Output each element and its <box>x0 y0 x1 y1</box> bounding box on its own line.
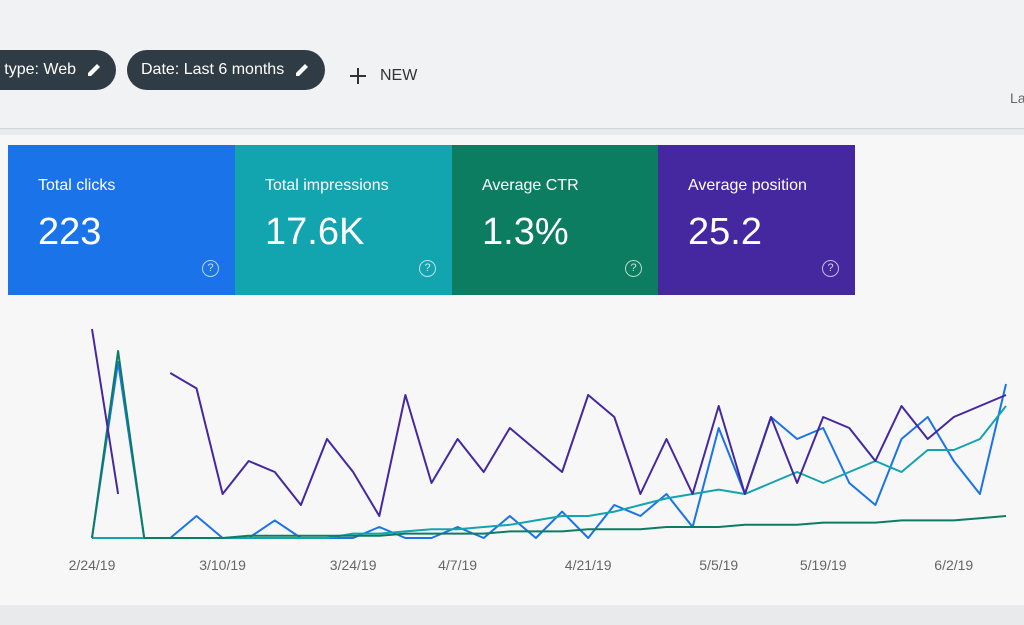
help-icon: ? <box>625 260 642 277</box>
metric-label: Total clicks <box>38 177 116 194</box>
help-icon: ? <box>202 260 219 277</box>
filter-chip[interactable]: Date: Last 6 months <box>127 50 325 90</box>
plus-icon <box>350 68 366 84</box>
new-label: NEW <box>380 67 418 84</box>
metric-card[interactable]: Total clicks 223? <box>8 145 235 295</box>
metric-label: Average position <box>688 177 807 194</box>
help-icon: ? <box>822 260 839 277</box>
x-tick-label: 4/21/19 <box>565 557 612 573</box>
metric-value: 25.2 <box>688 211 762 253</box>
x-tick-label: 4/7/19 <box>438 557 477 573</box>
new-button[interactable]: NEW <box>348 66 417 86</box>
corner-text: La <box>1010 90 1024 106</box>
filter-chip[interactable]: type: Web <box>0 50 116 90</box>
series-line <box>91 361 1007 539</box>
metric-label: Total impressions <box>265 177 389 194</box>
help-icon: ? <box>419 260 436 277</box>
x-tick-label: 5/19/19 <box>800 557 847 573</box>
metric-card[interactable]: Total impressions 17.6K? <box>235 145 452 295</box>
x-tick-label: 3/10/19 <box>199 557 246 573</box>
metric-value: 223 <box>38 211 102 253</box>
metric-label: Average CTR <box>482 177 579 194</box>
metric-value: 17.6K <box>265 211 365 253</box>
metric-card[interactable]: Average CTR 1.3%? <box>452 145 658 295</box>
x-tick-label: 3/24/19 <box>330 557 377 573</box>
toolbar: type: Web Date: Last 6 months NEW La <box>0 0 1024 129</box>
x-tick-label: 5/5/19 <box>699 557 738 573</box>
edit-icon <box>296 64 309 76</box>
x-tick-label: 6/2/19 <box>934 557 973 573</box>
filter-label: type: Web <box>4 61 76 78</box>
series-line <box>92 405 1007 539</box>
metric-value: 1.3% <box>482 211 569 253</box>
x-tick-label: 2/24/19 <box>69 557 116 573</box>
series-line <box>91 350 1007 539</box>
series-line <box>91 328 1007 517</box>
edit-icon <box>88 64 100 76</box>
metric-card[interactable]: Average position 25.2? <box>658 145 855 295</box>
filter-label: Date: Last 6 months <box>141 61 285 78</box>
